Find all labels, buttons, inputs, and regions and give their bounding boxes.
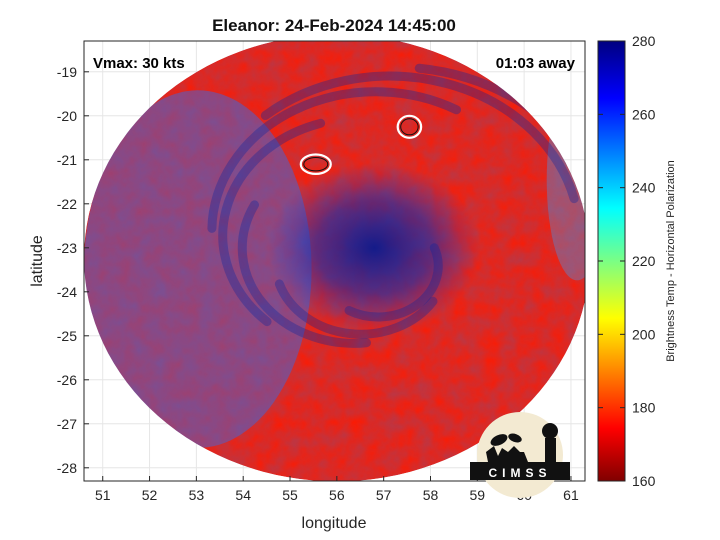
- spiral-band: [344, 243, 443, 322]
- swath-group: [84, 41, 585, 481]
- y-tick-label: -25: [57, 328, 77, 344]
- colorbar: 160 180 200 220 240 260 280 Brightness Temp - …: [597, 33, 677, 489]
- y-tick-label: -19: [57, 64, 77, 80]
- colorbar-tick-label: 260: [632, 106, 656, 122]
- y-axis: -19 -20 -21 -22 -23 -24 -25 -26 -27 -28: [57, 64, 89, 476]
- colorbar-ticks: 160 180 200 220 240 260 280: [598, 33, 656, 489]
- y-tick-label: -21: [57, 152, 77, 168]
- plot-area: 5152535455565758596061 -19-20-21-22-23-2…: [57, 40, 586, 503]
- x-tick-label: 58: [423, 487, 439, 503]
- cimss-logo: CIMSS: [470, 412, 570, 498]
- contour-east-inner: [400, 118, 419, 136]
- x-tick-label: 57: [376, 487, 392, 503]
- x-tick-label: 61: [563, 487, 579, 503]
- y-axis-label: latitude: [29, 235, 46, 287]
- y-tick-label: -20: [57, 108, 77, 124]
- logo-water-tower: [542, 423, 558, 439]
- x-tick-label: 51: [95, 487, 111, 503]
- x-tick-label: 54: [235, 487, 251, 503]
- colorbar-tick-label: 180: [632, 400, 656, 416]
- logo-dish-right: [508, 433, 522, 443]
- x-tick-label: 53: [189, 487, 205, 503]
- spiral-band: [414, 63, 585, 355]
- contour-east: [396, 114, 423, 139]
- y-tick-label: -26: [57, 372, 77, 388]
- spiral-band: [237, 200, 371, 348]
- contour-west-inner: [303, 157, 329, 172]
- y-tick-label: -27: [57, 416, 77, 432]
- x-tick-label: 59: [470, 487, 486, 503]
- colorbar-label: Brightness Temp - Horizontal Polarizatio…: [665, 160, 677, 362]
- contour-west: [299, 153, 332, 175]
- swath-light-region: [84, 90, 312, 448]
- logo-silhouette: [470, 426, 570, 480]
- colorbar-tick-label: 280: [632, 33, 656, 49]
- cold-core: [268, 162, 481, 333]
- y-tick-label: -24: [57, 284, 77, 300]
- chart-title: Eleanor: 24-Feb-2024 14:45:00: [212, 16, 456, 35]
- logo-text: CIMSS: [488, 466, 551, 480]
- colorbar-tick-label: 240: [632, 180, 656, 196]
- colorbar-tick-label: 200: [632, 326, 656, 342]
- contours: [299, 114, 423, 175]
- colorbar-tick-label: 220: [632, 253, 656, 269]
- spiral-bands: [207, 63, 585, 355]
- y-tick-label: -23: [57, 240, 77, 256]
- logo-dish-left: [490, 434, 508, 446]
- x-tick-label: 56: [329, 487, 345, 503]
- x-axis-label: longitude: [302, 515, 367, 532]
- spiral-band: [218, 118, 326, 327]
- x-tick-label: 52: [142, 487, 158, 503]
- spiral-band: [274, 279, 438, 339]
- y-tick-label: -22: [57, 196, 77, 212]
- axes-frame: [83, 40, 586, 482]
- time-offset-annotation: 01:03 away: [496, 55, 576, 72]
- x-tick-label: 55: [282, 487, 298, 503]
- vmax-annotation: Vmax: 30 kts: [93, 55, 185, 72]
- y-tick-label: -28: [57, 460, 77, 476]
- colorbar-tick-label: 160: [632, 473, 656, 489]
- spiral-band: [260, 71, 579, 204]
- spiral-band: [207, 87, 462, 233]
